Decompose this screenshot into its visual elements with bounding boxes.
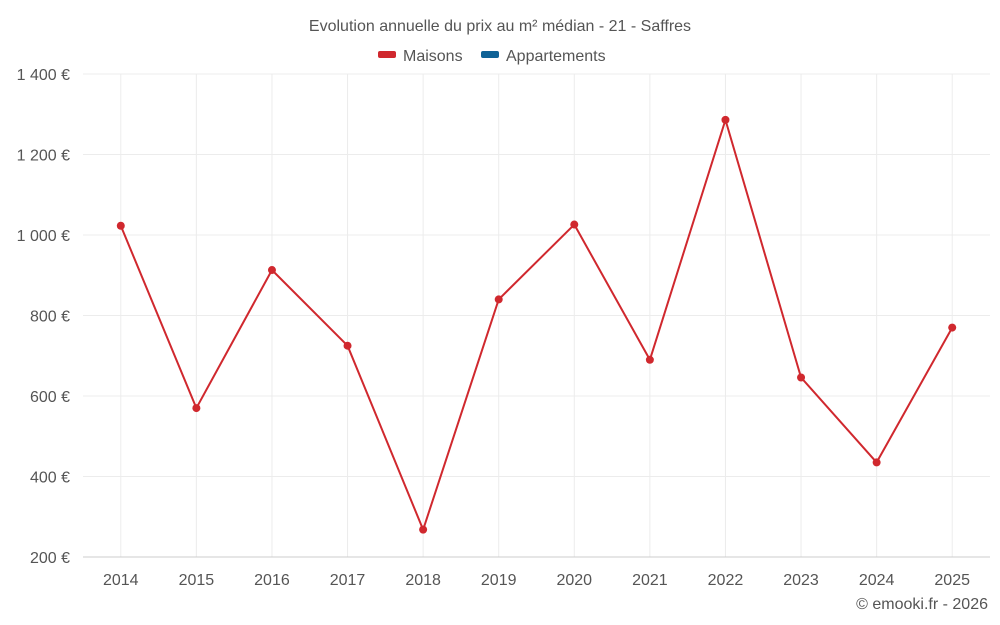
y-tick-label: 600 € (30, 389, 70, 406)
legend-swatch-maisons (378, 51, 396, 58)
y-tick-label: 1 400 € (17, 67, 70, 84)
x-tick-label: 2025 (934, 572, 970, 589)
y-tick-label: 200 € (30, 550, 70, 567)
legend-item-appartements[interactable]: Appartements (481, 48, 606, 65)
legend-swatch-appartements (481, 51, 499, 58)
data-point-maisons-2019[interactable] (494, 295, 503, 304)
x-tick-label: 2017 (330, 572, 366, 589)
data-point-maisons-2015[interactable] (192, 404, 201, 413)
data-point-maisons-2025[interactable] (948, 323, 957, 332)
x-tick-label: 2014 (103, 572, 139, 589)
series-line-maisons (119, 118, 954, 531)
legend-label-appartements: Appartements (506, 48, 606, 65)
data-point-maisons-2022[interactable] (721, 115, 730, 124)
x-axis: 2014 2015 2016 2017 2018 2019 2020 2021 2022 2023… (83, 556, 990, 589)
credit-text[interactable]: © emooki.fr - 2026 (856, 596, 988, 613)
legend: Maisons Appartements (378, 48, 606, 65)
data-point-maisons-2017[interactable] (343, 341, 352, 350)
chart-title: Evolution annuelle du prix au m² médian … (309, 18, 691, 35)
data-point-maisons-2018[interactable] (419, 525, 428, 534)
data-point-maisons-2014[interactable] (116, 221, 125, 230)
grid (83, 73, 990, 558)
y-tick-label: 1 000 € (17, 228, 70, 245)
x-tick-label: 2020 (556, 572, 592, 589)
data-point-maisons-2016[interactable] (267, 266, 276, 275)
x-tick-label: 2024 (859, 572, 895, 589)
y-axis: 200 € 400 € 600 € 800 € 1 000 € 1 200 € 1 400 … (17, 67, 70, 567)
legend-item-maisons[interactable]: Maisons (378, 48, 463, 65)
y-tick-label: 800 € (30, 309, 70, 326)
x-tick-label: 2019 (481, 572, 517, 589)
data-point-maisons-2023[interactable] (797, 373, 806, 382)
x-tick-label: 2015 (179, 572, 215, 589)
x-tick-label: 2018 (405, 572, 441, 589)
data-point-maisons-2020[interactable] (570, 220, 579, 229)
x-tick-label: 2021 (632, 572, 668, 589)
series-maisons (116, 115, 957, 534)
x-tick-label: 2022 (708, 572, 744, 589)
data-point-maisons-2021[interactable] (645, 355, 654, 364)
y-tick-label: 400 € (30, 470, 70, 487)
data-point-maisons-2024[interactable] (872, 458, 881, 467)
y-tick-label: 1 200 € (17, 148, 70, 165)
x-tick-label: 2023 (783, 572, 819, 589)
legend-label-maisons: Maisons (403, 48, 463, 65)
x-tick-label: 2016 (254, 572, 290, 589)
